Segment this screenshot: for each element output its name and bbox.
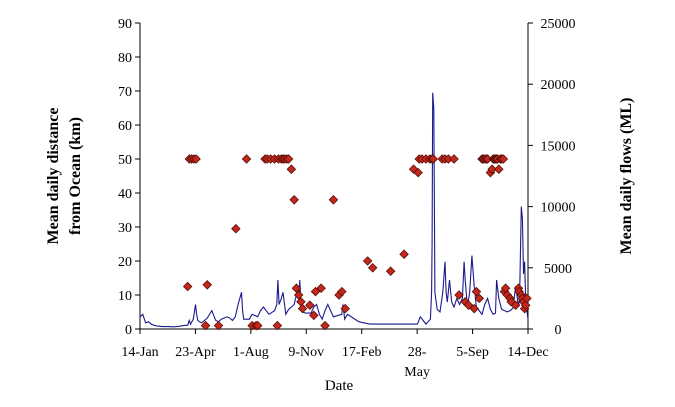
x-tick-label: 17-Feb [342, 345, 382, 360]
distance-marker [367, 263, 378, 273]
right-tick-label: 0 [555, 323, 562, 338]
distance-marker [310, 286, 321, 297]
axes [135, 22, 533, 334]
distance-series [182, 154, 532, 331]
distance-marker [510, 300, 521, 310]
distance-marker [449, 154, 459, 164]
right-tick-label: 25000 [541, 17, 576, 32]
x-tick-label: 23-Apr [175, 345, 216, 360]
distance-marker [297, 303, 308, 314]
left-tick-label: 40 [118, 187, 132, 202]
x-tick-label: 14-Jan [121, 345, 158, 360]
left-tick-label: 30 [118, 221, 132, 236]
distance-marker [454, 290, 464, 300]
distance-marker [340, 303, 350, 314]
distance-marker [316, 283, 326, 293]
x-tick-label: 28- [408, 345, 427, 360]
distance-marker [231, 223, 241, 234]
distance-marker [320, 320, 330, 331]
distance-marker [291, 283, 302, 293]
distance-marker [337, 286, 347, 297]
y-right-title: Mean daily flows (ML) [618, 98, 635, 255]
left-tick-label: 60 [118, 119, 132, 134]
distance-marker [474, 293, 484, 304]
distance-marker [252, 320, 263, 331]
right-tick-label: 20000 [541, 78, 576, 93]
distance-marker [241, 154, 252, 164]
axis-labels: 0 10 20 30 40 50 60 70 80 90 0 5000 10000 15000 20000 2… [45, 17, 635, 394]
distance-marker [305, 300, 315, 310]
x-tick-label: 14-Dec [507, 345, 548, 360]
left-tick-label: 20 [118, 255, 132, 270]
distance-marker [471, 286, 482, 297]
distance-marker [202, 280, 213, 290]
distance-marker [522, 293, 532, 304]
left-tick-label: 80 [118, 51, 132, 66]
flow-series [139, 92, 529, 328]
distance-marker [487, 164, 497, 174]
distance-marker [328, 195, 339, 205]
distance-marker [399, 249, 409, 259]
distance-marker [191, 154, 201, 164]
right-tick-label: 5000 [544, 262, 572, 277]
x-tick-label-cont: May [404, 365, 430, 380]
right-tick-label: 10000 [541, 201, 576, 216]
distance-marker [413, 167, 423, 178]
left-tick-label: 50 [118, 153, 132, 168]
distance-marker [213, 320, 224, 331]
distance-marker [286, 164, 297, 174]
distance-marker [469, 303, 479, 314]
flow-line [139, 92, 529, 328]
x-tick-label: 9-Nov [288, 345, 324, 360]
distance-marker [498, 154, 509, 164]
left-tick-label: 70 [118, 85, 132, 100]
distance-marker [182, 281, 193, 292]
distance-marker [283, 154, 294, 164]
left-tick-label: 90 [118, 17, 132, 32]
x-axis-title: Date [325, 378, 354, 394]
distance-marker [362, 256, 373, 266]
y-left-title-line1: Mean daily distance [45, 108, 62, 245]
left-tick-label: 10 [118, 289, 132, 304]
distance-marker [463, 300, 474, 310]
left-tick-label: 0 [125, 323, 132, 338]
distance-marker [272, 320, 283, 331]
distance-marker [289, 195, 299, 205]
right-tick-label: 15000 [541, 139, 576, 154]
distance-marker [520, 300, 531, 310]
distance-marker [200, 320, 211, 331]
y-left-title-line2: from Ocean (km) [67, 117, 84, 235]
distance-marker [309, 310, 319, 321]
distance-marker [385, 266, 396, 276]
x-tick-label: 5-Sep [456, 345, 489, 360]
x-tick-label: 1-Aug [233, 345, 269, 360]
distance-marker [293, 290, 304, 300]
distance-marker [494, 164, 504, 174]
distance-marker [428, 154, 439, 164]
